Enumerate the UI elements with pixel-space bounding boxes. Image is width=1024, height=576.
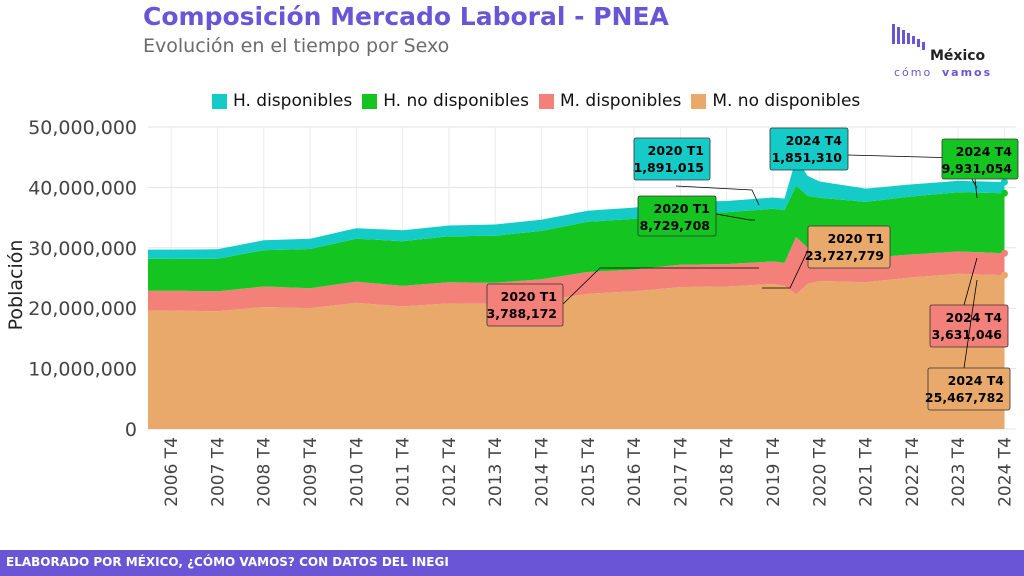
y-tick-label: 40,000,000 — [28, 177, 137, 199]
x-tick-label: 2017 T4 — [671, 437, 691, 507]
y-tick-label: 30,000,000 — [28, 238, 137, 260]
area-m-disponibles — [148, 236, 1005, 312]
legend-item-m-no-disponibles[interactable]: M. no disponibles — [691, 91, 860, 111]
x-tick-label: 2009 T4 — [301, 437, 321, 507]
x-tick-label: 2020 T4 — [810, 437, 830, 507]
area-m-no-disponibles — [148, 273, 1005, 429]
stacked-area-chart: 0 10,000,000 20,000,000 30,000,000 40,000,00… — [5, 117, 1019, 507]
legend-label: M. no disponibles — [712, 91, 861, 111]
legend-item-m-disponibles[interactable]: M. disponibles — [538, 91, 682, 111]
end-point-marker — [1000, 189, 1008, 197]
annotation-period: 2024 T4 — [948, 373, 1005, 388]
x-tick-label: 2006 T4 — [162, 437, 182, 507]
annotation-box — [769, 127, 849, 171]
legend-item-h-disponibles[interactable]: H. disponibles — [212, 91, 352, 111]
x-tick-label: 2021 T4 — [857, 437, 877, 507]
legend-swatch — [691, 93, 707, 109]
chart-title: Composición Mercado Laboral - PNEA — [143, 2, 669, 31]
legend-item-h-no-disponibles[interactable]: H. no disponibles — [362, 91, 529, 111]
x-tick-label: 2013 T4 — [486, 437, 506, 507]
x-tick-label: 2011 T4 — [394, 437, 414, 507]
annotation-value: 3,631,046 — [932, 327, 1003, 342]
end-point-marker — [1000, 271, 1008, 279]
annotation-box — [486, 283, 564, 327]
annotation-value: 9,931,054 — [942, 161, 1013, 176]
legend-swatch — [362, 93, 378, 109]
annotation-period: 2020 T1 — [654, 201, 710, 216]
x-tick-label: 2018 T4 — [718, 437, 738, 507]
logo-tagline-como: cómo — [894, 66, 932, 79]
area-h-no-disponibles — [148, 185, 1005, 292]
x-tick-label: 2014 T4 — [532, 437, 552, 507]
annotation-leader — [562, 267, 759, 305]
annotation-box — [807, 225, 891, 269]
annotation-period: 2020 T1 — [648, 143, 704, 158]
annotation-leader — [715, 213, 755, 221]
x-tick-label: 2019 T4 — [764, 437, 784, 507]
annotation-period: 2024 T4 — [956, 144, 1013, 159]
annotation-leader — [963, 257, 978, 306]
x-tick-label: 2022 T4 — [903, 437, 923, 507]
y-axis-title: Población — [5, 240, 27, 331]
annotation-box — [637, 195, 717, 237]
end-point-marker — [1000, 178, 1008, 186]
chart-subtitle: Evolución en el tiempo por Sexo — [143, 35, 450, 57]
y-tick-label: 0 — [125, 419, 137, 441]
legend-label: H. disponibles — [233, 91, 353, 111]
mexico-como-vamos-logo: México cómo vamos — [892, 24, 992, 79]
annotation-period: 2024 T4 — [946, 310, 1003, 325]
annotation-box — [633, 137, 711, 181]
legend-swatch — [212, 93, 227, 109]
x-tick-label: 2023 T4 — [949, 437, 969, 507]
x-tick-label: 2012 T4 — [440, 437, 460, 507]
annotation-leader — [675, 185, 760, 206]
x-tick-label: 2008 T4 — [255, 437, 275, 507]
annotation-value: 1,891,015 — [634, 160, 704, 175]
chart-legend: H. disponibles H. no disponibles M. disp… — [212, 91, 870, 111]
x-tick-label: 2016 T4 — [625, 437, 645, 507]
annotation-box — [927, 367, 1011, 411]
annotation-box — [941, 138, 1019, 180]
footer-bar: ELABORADO POR MÉXICO, ¿CÓMO VAMOS? CON D… — [0, 550, 1024, 576]
end-point-marker — [1000, 249, 1008, 257]
annotation-period: 2020 T1 — [501, 289, 557, 304]
logo-tagline-vamos: vamos — [942, 66, 992, 79]
logo-name: México — [930, 48, 986, 64]
logo-bars-icon — [892, 24, 925, 50]
legend-label: M. disponibles — [559, 91, 682, 111]
annotation-leader — [762, 249, 809, 289]
annotation-value: 23,727,779 — [805, 248, 884, 263]
x-tick-label: 2024 T4 — [995, 437, 1015, 507]
annotation-value: 3,788,172 — [487, 306, 557, 321]
annotation-box — [929, 304, 1009, 348]
y-tick-label: 50,000,000 — [28, 117, 137, 139]
annotation-value: 8,729,708 — [640, 218, 710, 233]
x-tick-label: 2007 T4 — [208, 437, 228, 507]
x-tick-label: 2015 T4 — [579, 437, 599, 507]
footer-credit: ELABORADO POR MÉXICO, ¿CÓMO VAMOS? CON D… — [6, 555, 449, 569]
annotation-value: 25,467,782 — [925, 390, 1004, 405]
legend-swatch — [538, 93, 554, 109]
legend-label: H. no disponibles — [383, 91, 529, 111]
area-h-disponibles — [148, 158, 1005, 259]
y-tick-label: 10,000,000 — [28, 359, 137, 381]
annotation-period: 2020 T1 — [828, 231, 884, 246]
annotation-leader — [974, 178, 978, 199]
x-tick-label: 2010 T4 — [347, 437, 367, 507]
y-tick-label: 20,000,000 — [28, 298, 137, 320]
annotation-leader — [963, 279, 978, 369]
annotation-period: 2024 T4 — [786, 133, 843, 148]
annotation-value: 1,851,310 — [772, 150, 843, 165]
